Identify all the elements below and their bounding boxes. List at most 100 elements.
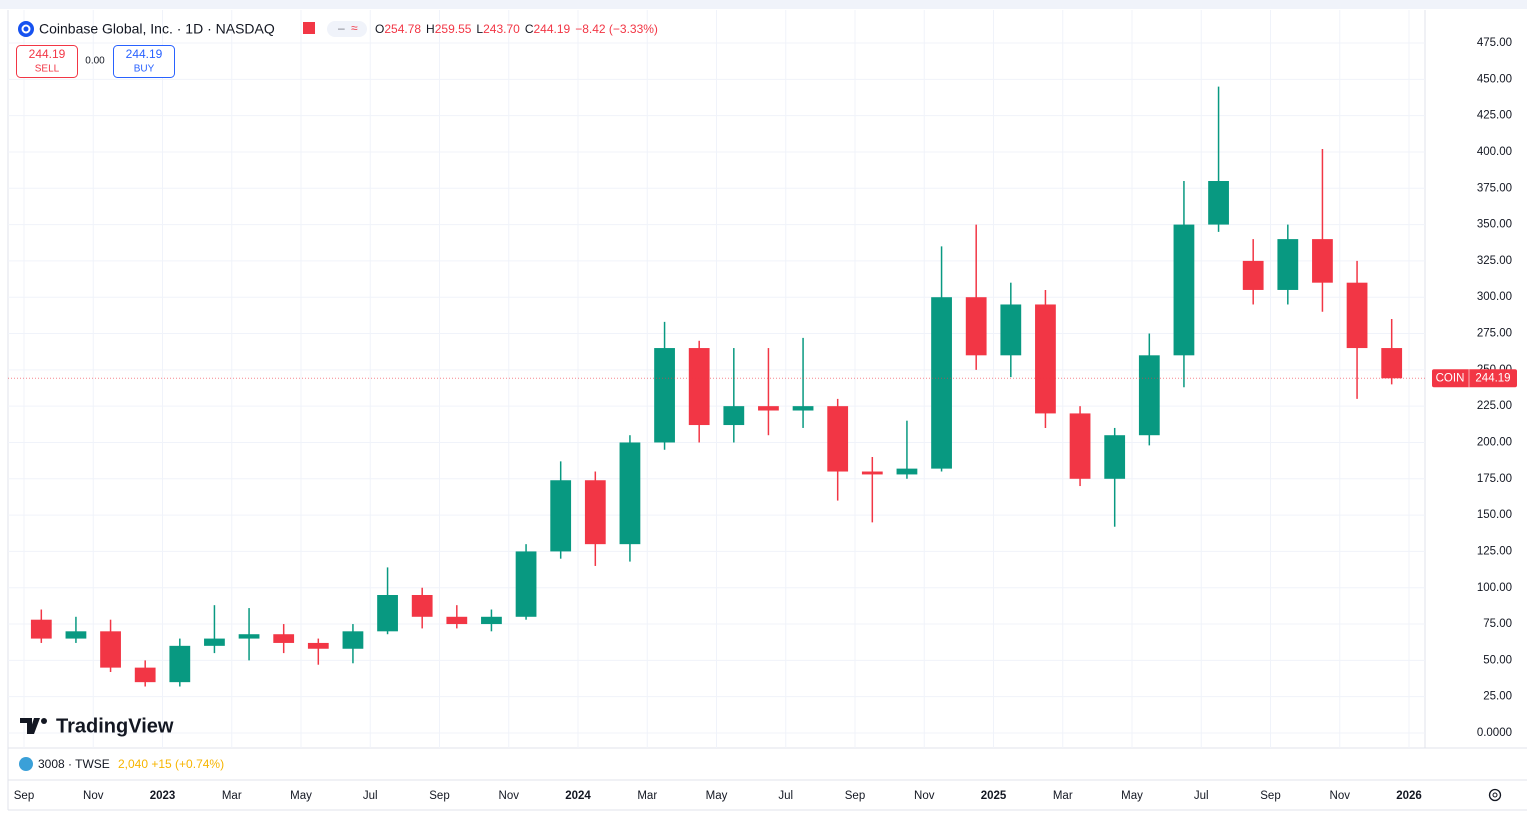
ohlc-value: 254.78 [384,22,421,36]
toggle-icon: ≈ [351,21,358,35]
candle-body [342,631,364,649]
ohlc-key: L [476,22,483,36]
symbol-name[interactable]: Coinbase Global, Inc. · 1D · NASDAQ [39,21,275,37]
candle-body [1173,224,1195,356]
flag-icon[interactable] [303,22,315,34]
x-tick-label: 2025 [981,790,1007,802]
symbol-logo [18,21,34,37]
ohlc-key: H [426,22,435,36]
y-tick-label: 425.00 [1477,110,1512,122]
x-tick-label: 2023 [150,790,176,802]
y-tick-label: 25.00 [1483,691,1512,703]
x-tick-label: Nov [914,790,935,802]
settings-icon [1492,792,1498,798]
x-tick-label: May [706,790,728,802]
candle-body [965,297,987,356]
watermark-logo [20,718,40,734]
x-tick-label: Mar [1053,790,1073,802]
ohlc-key: O [375,22,384,36]
watermark: TradingView [56,715,174,737]
x-tick-label: Sep [14,790,34,802]
candle-body [1346,282,1368,349]
ohlc-key: C [525,22,534,36]
buy-label: BUY [134,64,155,75]
price-change: −8.42 (−3.33%) [575,22,658,36]
candle-body [827,406,849,472]
x-tick-label: Sep [1260,790,1280,802]
ohlc: O 254.78 H 259.55 L 243.70 C 244.19 [375,22,571,36]
candle-body [688,348,710,426]
candle-body [411,595,433,617]
compare-logo [19,757,33,771]
candle-body [1104,435,1126,479]
compare-quote: 2,040 +15 (+0.74%) [118,757,224,771]
y-tick-label: 400.00 [1477,146,1512,158]
candle-body [446,616,468,625]
symbol-logo-mark [21,24,31,34]
candles [30,86,1403,687]
ohlc-value: 243.70 [483,22,520,36]
x-tick-label: Jul [1194,790,1209,802]
indicator-toggle[interactable] [327,21,367,37]
y-tick-label: 50.00 [1483,654,1512,666]
candle-body [515,551,537,617]
price-tag-value: 244.19 [1475,372,1510,384]
x-tick-label: Mar [637,790,657,802]
candle-body [481,616,502,625]
y-tick-label: 275.00 [1477,328,1512,340]
candle-body [1035,304,1056,414]
candle-body [550,480,572,552]
y-tick-label: 75.00 [1483,618,1512,630]
sell-button[interactable] [16,45,78,78]
axes: 0.0000 25.00 50.00 75.00 100.00 125.00 150.00 1… [8,37,1517,802]
y-tick-label: 150.00 [1477,509,1512,521]
x-tick-label: May [1121,790,1143,802]
price-tag-symbol: COIN [1436,372,1465,384]
candle-body [169,645,191,683]
y-tick-label: 100.00 [1477,582,1512,594]
candle-body [1000,304,1022,356]
candle-body [377,595,398,632]
x-tick-label: Sep [845,790,865,802]
candle-body [654,348,675,443]
candle-body [723,406,745,426]
buy-button[interactable] [113,45,175,78]
x-tick-label: Nov [1330,790,1351,802]
compare-symbol[interactable]: 3008 · TWSE [38,757,110,771]
candle-body [896,468,918,475]
candle-body [30,619,52,639]
y-tick-label: 375.00 [1477,182,1512,194]
candle-body [65,631,87,639]
x-tick-label: Nov [83,790,104,802]
candle-body [307,642,329,649]
watermark-logo [41,718,47,724]
candle-body [238,634,260,639]
candle-body [1242,260,1264,290]
candle-body [100,631,121,668]
candle-body [619,442,641,545]
candle-body [758,406,779,411]
y-tick-label: 200.00 [1477,437,1512,449]
x-tick-label: Mar [222,790,242,802]
x-tick-label: Jul [778,790,793,802]
x-tick-label: May [290,790,312,802]
x-tick-label: Jul [363,790,378,802]
candle-body [134,667,156,683]
y-tick-label: 0.0000 [1477,727,1512,739]
ohlc-value: 244.19 [533,22,570,36]
candle-body [1208,181,1229,225]
buy-price: 244.19 [126,47,163,61]
y-tick-label: 325.00 [1477,255,1512,267]
candle-body [1277,239,1299,290]
y-tick-label: 350.00 [1477,219,1512,231]
x-tick-label: Sep [429,790,449,802]
x-tick-label: 2024 [565,790,591,802]
settings-icon[interactable] [1488,788,1502,802]
sell-price: 244.19 [29,47,66,61]
price-tag-box [1432,369,1517,388]
y-tick-label: 450.00 [1477,73,1512,85]
y-tick-label: 125.00 [1477,545,1512,557]
toggle-icon: – [338,21,345,35]
